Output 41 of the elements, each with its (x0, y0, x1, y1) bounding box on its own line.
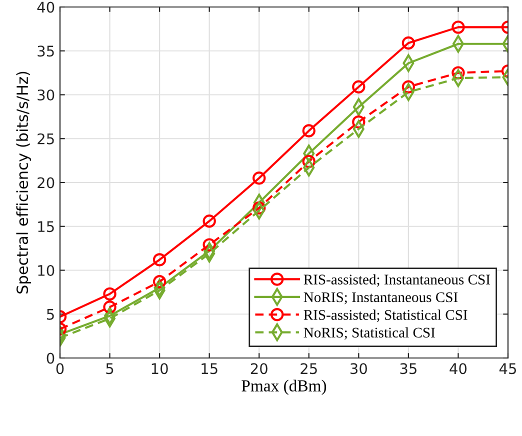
x-tick-label: 0 (56, 363, 64, 374)
y-axis-title: Spectral efficiency (bits/s/Hz) (16, 72, 32, 294)
y-tick-label: 35 (38, 46, 54, 57)
legend-label: NoRIS; Instantaneous CSI (304, 292, 458, 304)
x-tick-label: 15 (202, 363, 218, 374)
x-tick-label: 40 (450, 363, 467, 374)
y-tick-label: 20 (38, 177, 54, 188)
x-tick-label: 30 (350, 363, 367, 374)
point (103, 287, 116, 301)
y-tick-label: 0 (46, 352, 54, 364)
x-tick-label: 20 (250, 363, 268, 374)
x-tick-label: 35 (400, 363, 416, 374)
y-tick-label: 15 (38, 221, 54, 232)
point (202, 214, 216, 228)
x-tick-label: 5 (106, 363, 114, 374)
point (152, 275, 166, 288)
point (302, 124, 316, 138)
y-tick-label: 5 (46, 309, 54, 320)
legend-label: RIS-assisted; Instantaneous CSI (304, 274, 490, 287)
point (452, 20, 465, 34)
legend-label: NoRIS; Statistical CSI (304, 327, 435, 340)
point (252, 172, 266, 185)
point (103, 300, 116, 314)
y-tick-label: 10 (38, 264, 54, 276)
point (202, 238, 216, 252)
point (152, 253, 166, 266)
point (252, 201, 266, 215)
y-tick-label: 30 (38, 89, 54, 100)
x-tick-label: 25 (300, 363, 317, 374)
point (352, 115, 366, 129)
y-tick-label: 25 (38, 133, 54, 144)
legend-label: RIS-assisted; Statistical CSI (304, 310, 468, 322)
point (302, 154, 316, 168)
point (402, 36, 416, 50)
x-axis-title: Pmax (dBm) (242, 380, 326, 395)
y-tick-label: 40 (37, 2, 54, 13)
point (352, 80, 366, 94)
point (452, 66, 465, 80)
x-tick-label: 10 (152, 363, 168, 374)
point (402, 80, 416, 94)
x-tick-label: 45 (499, 363, 516, 374)
